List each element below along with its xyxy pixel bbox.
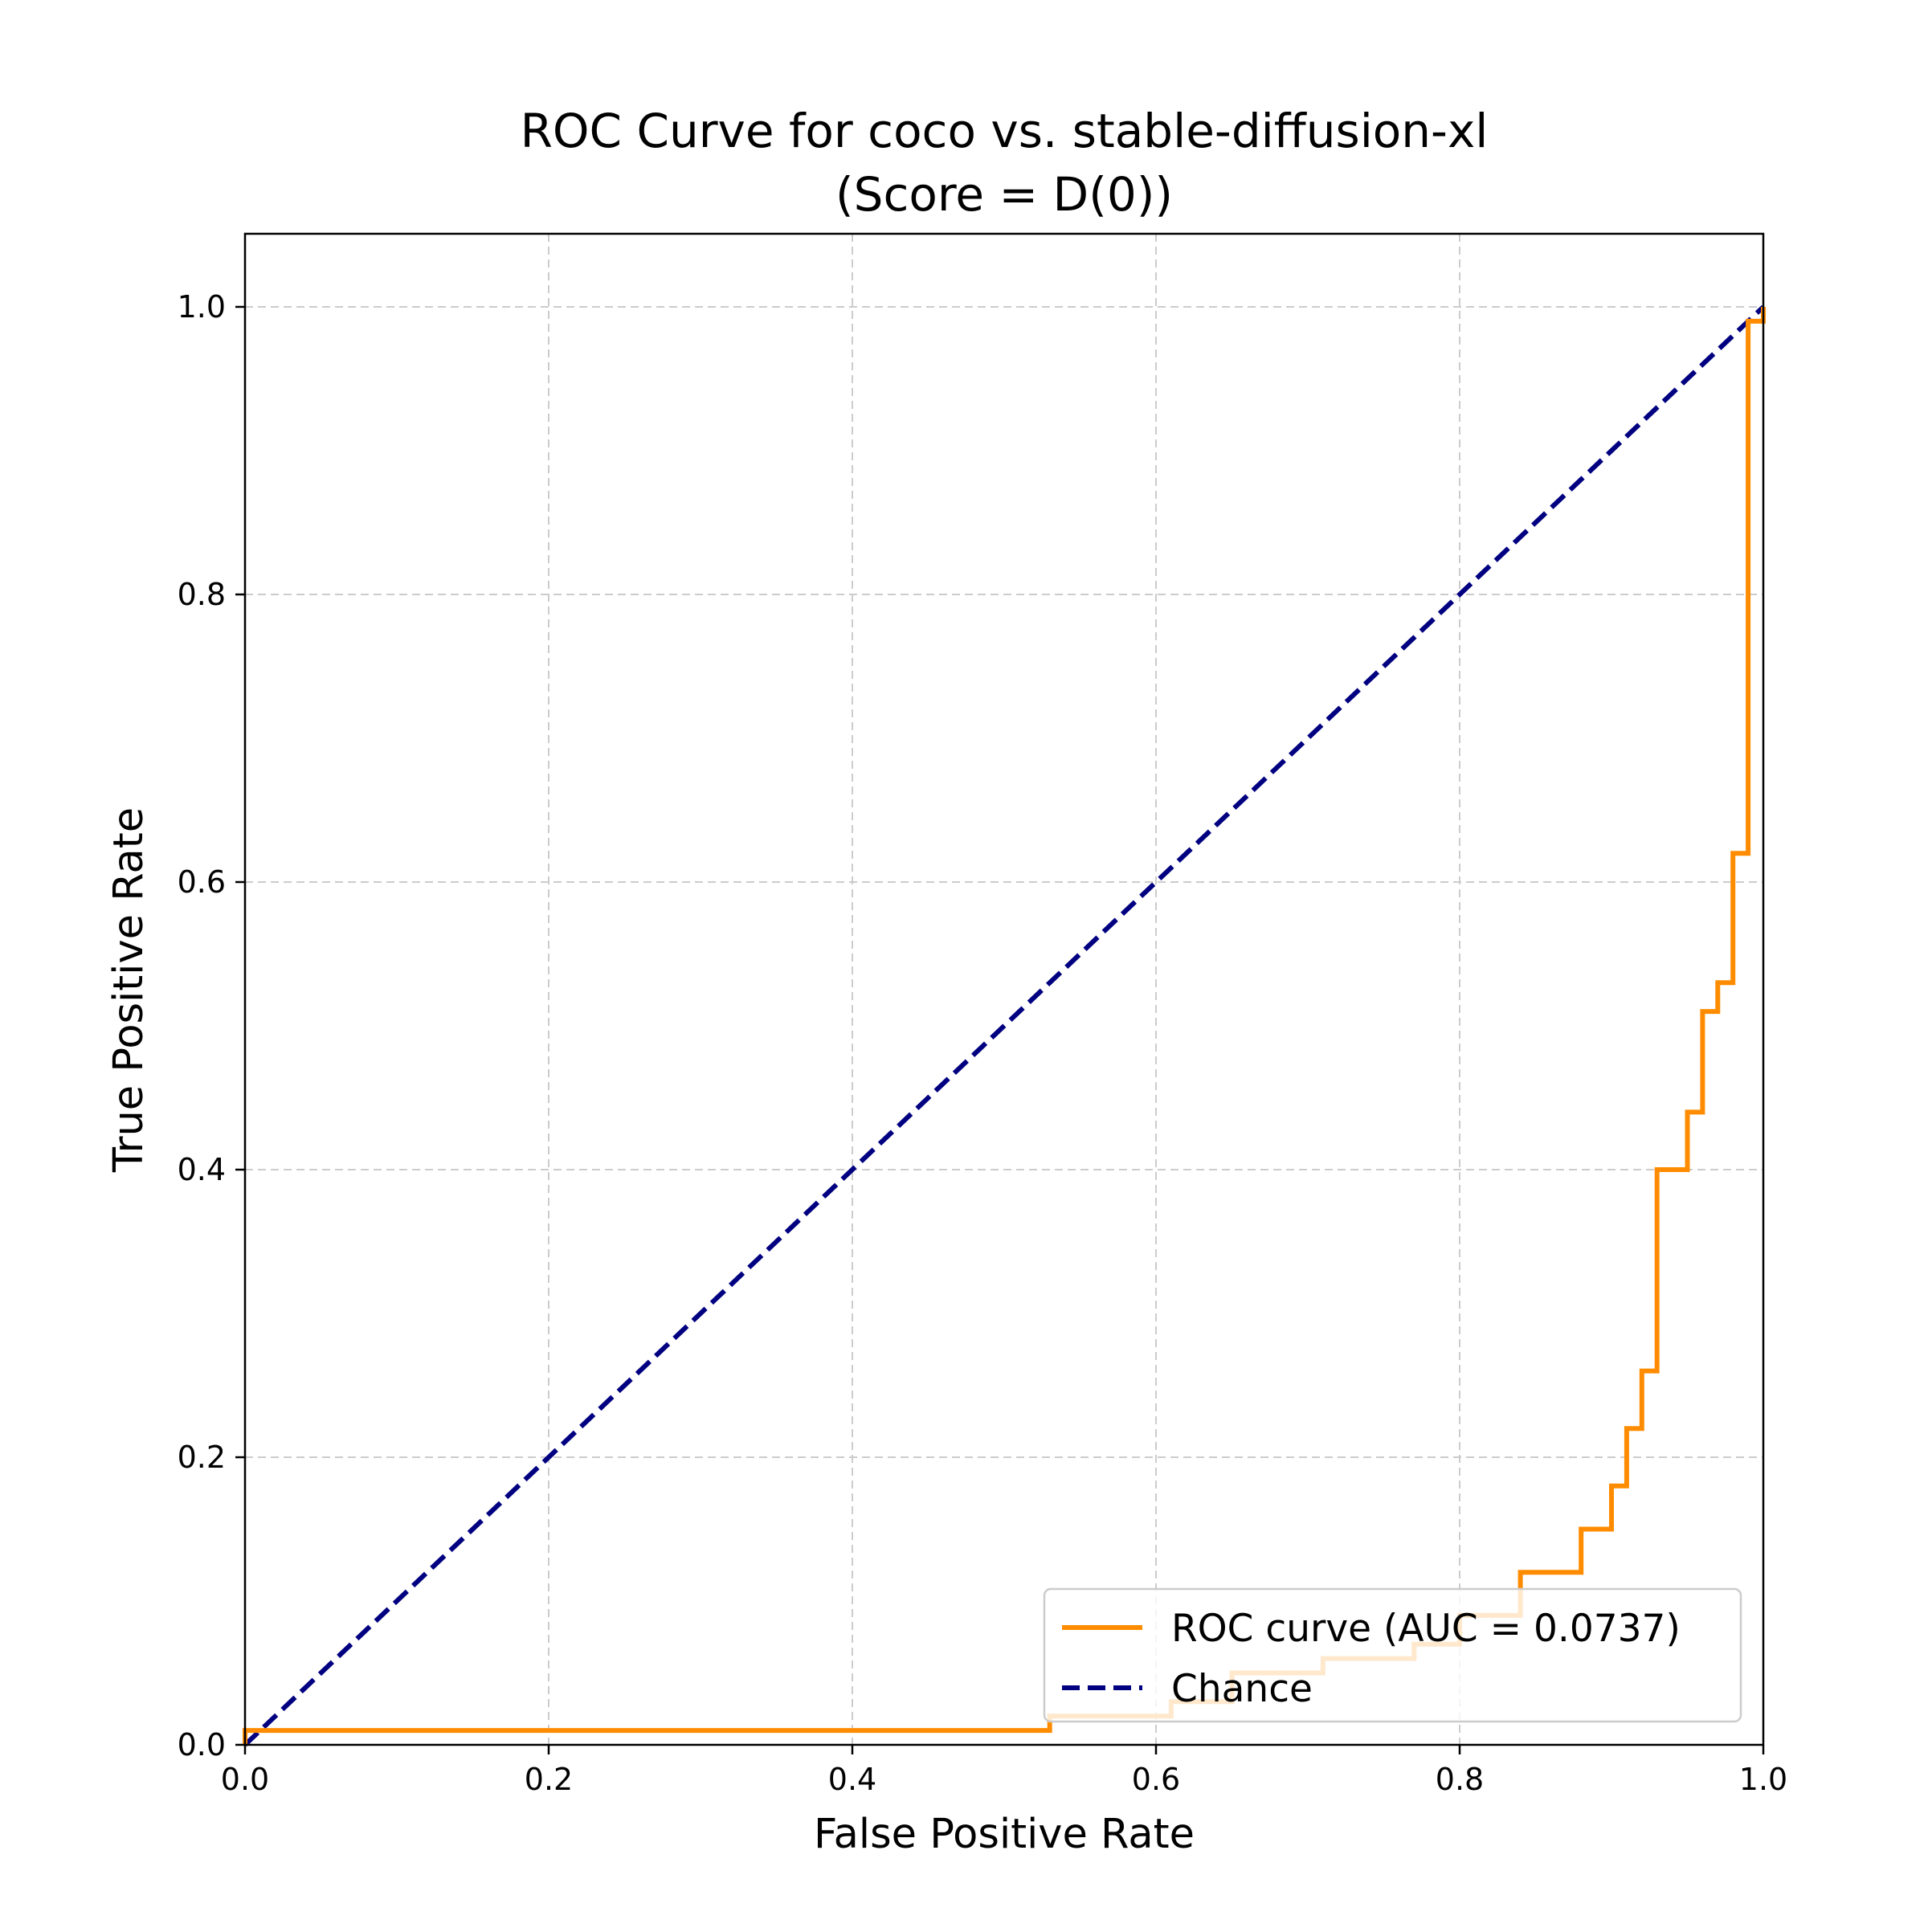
labels: ROC Curve for coco vs. stable-diffusion-… [105,104,1488,1858]
legend-box [1043,1587,1742,1723]
series-line-chance [243,304,1766,1747]
y-tick-label-1: 0.2 [178,1440,226,1475]
plot-frame [243,232,1765,1746]
x-tick-label-4: 0.8 [1436,1762,1484,1797]
legend-label-0: ROC curve (AUC = 0.0737) [1171,1607,1681,1651]
x-tick-label-0: 0.0 [221,1762,269,1797]
chart-title-line-1: ROC Curve for coco vs. stable-diffusion-… [521,104,1489,158]
x-axis-label: False Positive Rate [814,1811,1195,1858]
legend-label-1: Chance [1171,1667,1313,1711]
x-tick-label-1: 0.2 [525,1762,573,1797]
axes-frame [243,232,1765,1746]
ticks: 0.0 0.2 0.4 0.6 0.8 1.0 0.0 0.2 0.4 0.6 0.8 1.0 [178,289,1788,1797]
legend: ROC curve (AUC = 0.0737) Chance [1043,1587,1742,1723]
y-tick-label-2: 0.4 [178,1152,226,1187]
x-tick-label-5: 1.0 [1739,1762,1787,1797]
y-tick-label-5: 1.0 [178,289,226,325]
x-tick-label-2: 0.4 [828,1762,876,1797]
x-tick-label-3: 0.6 [1132,1762,1180,1797]
y-tick-label-4: 0.8 [178,577,226,612]
y-tick-label-3: 0.6 [178,864,226,900]
y-tick-label-0: 0.0 [178,1727,226,1762]
chart-title-line-2: (Score = D(0)) [835,167,1173,222]
y-axis-label: True Positive Rate [105,807,153,1173]
